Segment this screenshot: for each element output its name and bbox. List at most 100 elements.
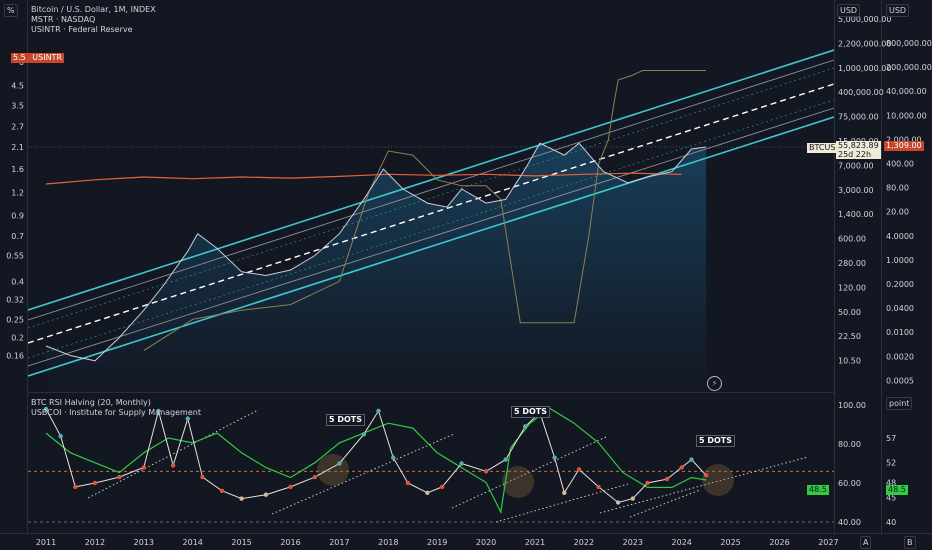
mstr-price-tag: 1,309.00 <box>884 141 924 151</box>
mid-axis-tick-label: 2,200,000.00 <box>838 39 891 48</box>
rsi-axis-tick-label: 40.00 <box>838 518 861 527</box>
mstr-legend-label[interactable]: MSTR · NASDAQ <box>31 15 96 24</box>
time-axis-tick-label: 2013 <box>134 538 154 547</box>
usintr-legend-label[interactable]: USINTR · Federal Reserve <box>31 25 133 34</box>
mid-axis-tick-label: 120.00 <box>838 283 866 292</box>
rsi-dot <box>645 480 650 486</box>
usintr-label: USINTR <box>32 53 63 62</box>
lightning-icon[interactable]: ⚡ <box>707 376 722 391</box>
right-axis-tick-label: 2,000.00 <box>886 135 922 144</box>
left-axis-tick-label: 4.5 <box>11 81 24 90</box>
channel-upper-dotted <box>28 67 834 329</box>
usbcoi-axis-tick-label: 52 <box>886 459 896 468</box>
rsi-dot <box>615 500 621 505</box>
rsi-dot <box>552 455 557 460</box>
time-axis-tick-label: 2023 <box>623 538 643 547</box>
usbcoi-series-line <box>45 407 707 515</box>
right-axis-tick-label: 0.0400 <box>886 304 914 313</box>
b-scale-button[interactable]: B <box>904 536 916 549</box>
time-axis-tick-label: 2027 <box>818 538 838 547</box>
right-axis-tick-label: 200,000.00 <box>886 63 932 72</box>
channel-lower-inner <box>28 107 834 367</box>
time-axis-tick-label: 2012 <box>85 538 105 547</box>
rsi-dot <box>664 476 670 482</box>
time-axis-tick-label: 2020 <box>476 538 496 547</box>
usbcoi-axis-tick-label: 48 <box>886 478 896 487</box>
btcusd-symbol-tag: BTCUSD <box>807 143 844 153</box>
mid-axis-tick-label: 400,000.00 <box>838 88 884 97</box>
percent-toggle-button[interactable]: % <box>4 4 18 17</box>
left-axis-tick-label: 0.55 <box>6 252 24 261</box>
rsi-dot <box>263 492 269 497</box>
time-axis-tick-label: 2026 <box>769 538 789 547</box>
rsi-dot <box>439 484 445 490</box>
right-axis-tick-label: 0.0020 <box>886 352 914 361</box>
left-axis-tick-label: 2.1 <box>11 143 24 152</box>
time-axis-tick-label: 2019 <box>427 538 447 547</box>
bottom-legend: BTC RSI Halving (20, Monthly) USBCOI · I… <box>31 398 201 418</box>
channel-upper-outer <box>28 49 834 311</box>
time-axis-tick-label: 2014 <box>183 538 203 547</box>
channel-upper-inner <box>28 59 834 321</box>
rsi-dot <box>376 408 381 414</box>
channel-lower-outer <box>28 116 834 377</box>
usintr-value: 5.5 <box>13 53 26 62</box>
left-axis-tick-label: 0.2 <box>11 333 24 342</box>
time-axis-tick-label: 2022 <box>574 538 594 547</box>
rsi-legend-label[interactable]: BTC RSI Halving (20, Monthly) <box>31 398 151 407</box>
rsi-axis-tick-label: 60.00 <box>838 479 861 488</box>
channel-midline <box>28 83 834 344</box>
mid-axis-tick-label: 75,000.00 <box>838 113 879 122</box>
left-axis-tick-label: 0.25 <box>6 315 24 324</box>
usd-scale-button-mid[interactable]: USD <box>837 4 861 17</box>
price-pane <box>28 49 834 392</box>
rsi-dot <box>92 480 98 486</box>
mid-axis-tick-label: 1,000,000.00 <box>838 64 891 73</box>
rsi-axis-tick-label: 100.00 <box>838 401 866 410</box>
mid-axis-tick-label: 50.00 <box>838 308 861 317</box>
rsi-dot <box>503 457 508 462</box>
point-scale-button[interactable]: point <box>886 397 913 410</box>
time-axis-tick-label: 2025 <box>720 538 740 547</box>
rsi-dot <box>425 490 430 495</box>
auto-scale-button[interactable]: A <box>860 536 872 549</box>
mid-axis-tick-label: 7,000.00 <box>838 161 874 170</box>
rsi-dot <box>562 490 567 495</box>
mid-axis-tick-label: 280.00 <box>838 259 866 268</box>
channel-lower-dotted <box>28 99 834 359</box>
btcusd-price: 55,823.89 <box>838 141 879 150</box>
right-axis-tick-label: 4.0000 <box>886 232 914 241</box>
rsi-dot <box>312 474 318 480</box>
rsi-dot <box>117 474 122 480</box>
main-series-title[interactable]: Bitcoin / U.S. Dollar, 1M, INDEX <box>31 5 156 14</box>
right-axis-tick-label: 0.0100 <box>886 328 914 337</box>
left-axis-tick-label: 0.32 <box>6 295 24 304</box>
left-axis-tick-label: 2.7 <box>11 123 24 132</box>
rsi-dot <box>523 424 528 429</box>
mid-axis-tick-label: 22.50 <box>838 332 861 341</box>
btcusd-price-tag: 55,823.89 25d 22h <box>836 141 881 159</box>
rsi-pane <box>28 406 834 523</box>
usbcoi-value-tag-mid: 48.5 <box>807 485 829 495</box>
rsi-axis-tick-label: 80.00 <box>838 440 861 449</box>
usbcoi-legend-label[interactable]: USBCOI · Institute for Supply Management <box>31 408 201 417</box>
rsi-dot <box>483 469 489 474</box>
usbcoi-axis-tick-label: 45 <box>886 493 896 502</box>
usbcoi-value-tag-right: 48.5 <box>886 485 908 495</box>
rsi-dot <box>219 488 225 493</box>
btc-series-line <box>45 142 707 362</box>
left-axis-tick-label: 1.2 <box>11 188 24 197</box>
left-axis-tick-label: 0.16 <box>6 352 24 361</box>
left-axis-tick-label: 3.5 <box>11 102 24 111</box>
rsi-dot <box>405 480 411 486</box>
time-axis-tick-label: 2021 <box>525 538 545 547</box>
rsi-dot <box>170 463 176 468</box>
dots-highlight-circle <box>702 464 734 496</box>
mid-axis-tick-label: 3,000.00 <box>838 186 874 195</box>
dots-annotation-1: 5 DOTS <box>326 414 366 426</box>
left-axis-tick-label: 0.7 <box>11 232 24 241</box>
rsi-trendline <box>451 436 607 509</box>
usd-scale-button-right[interactable]: USD <box>886 4 910 17</box>
right-axis-tick-label: 800,000.00 <box>886 39 932 48</box>
